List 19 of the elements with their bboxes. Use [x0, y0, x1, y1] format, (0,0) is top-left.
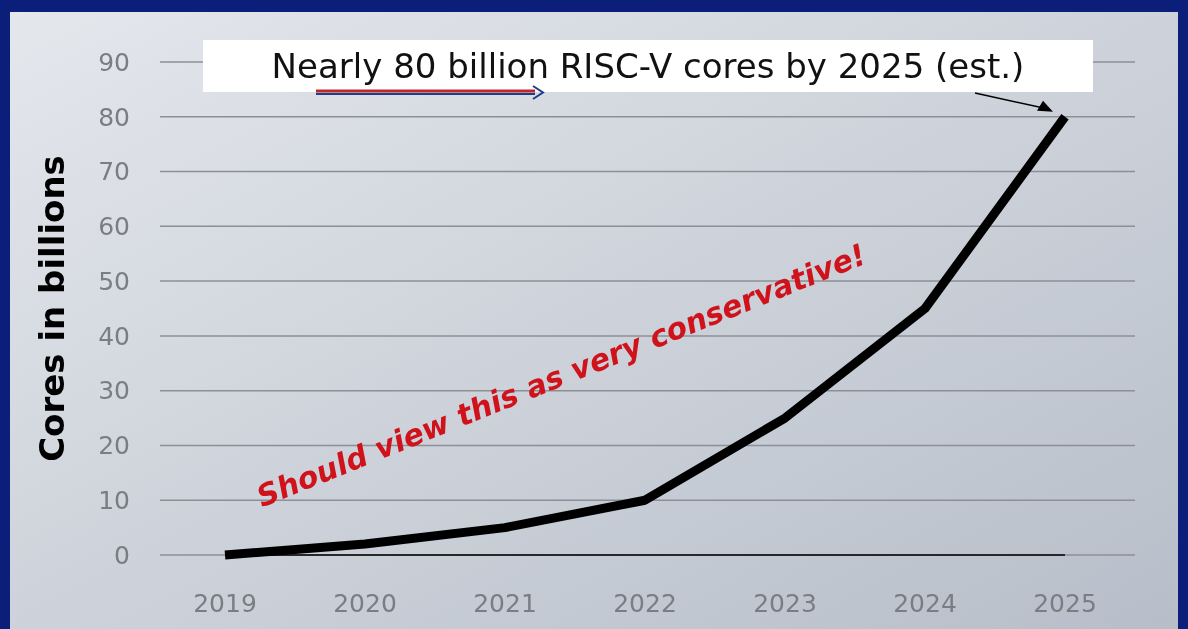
x-tick-label: 2020: [333, 588, 397, 618]
x-tick-label: 2022: [613, 588, 677, 618]
annotation: Nearly 80 billion RISC-V cores by 2025 (est.): [271, 45, 1025, 86]
y-tick-label: 50: [98, 266, 130, 296]
x-tick-label: 2019: [193, 588, 257, 618]
y-tick-label: 30: [98, 376, 130, 406]
y-tick-label: 90: [98, 47, 130, 77]
y-tick-label: 20: [98, 431, 130, 461]
x-tick-label: 2024: [893, 588, 957, 618]
x-tick-label: 2025: [1033, 588, 1097, 618]
y-tick-label: 70: [98, 157, 130, 187]
y-tick-label: 10: [98, 485, 130, 515]
y-tick-label: 0: [114, 540, 130, 570]
x-tick-label: 2021: [473, 588, 537, 618]
y-tick-label: 40: [98, 321, 130, 351]
y-tick-label: 80: [98, 102, 130, 132]
x-tick-label: 2023: [753, 588, 817, 618]
y-tick-label: 60: [98, 212, 130, 242]
y-axis-title: Cores in billions: [31, 155, 72, 462]
